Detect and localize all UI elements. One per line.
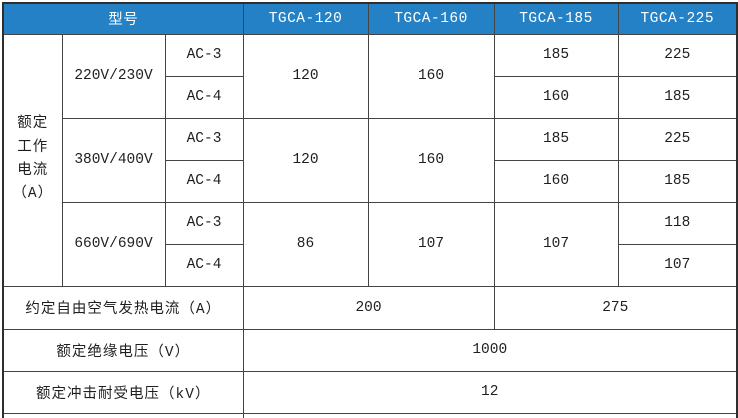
value-cell: 107: [617, 243, 738, 287]
table-row: 660V/690V AC-3 86 107 107 118: [3, 201, 738, 287]
table-row: AC-4 160 185: [3, 159, 738, 203]
table-row: 额定冲击耐受电压（kV） 12: [2, 370, 738, 414]
voltage-cell-660: 660V/690V: [61, 201, 166, 287]
thermal-current-label-cell: 约定自由空气发热电流（A）: [2, 285, 244, 330]
voltage-cell-380: 380V/400V: [61, 117, 166, 203]
column-header-tgca-185: TGCA-185: [493, 2, 619, 35]
column-header-tgca-225: TGCA-225: [617, 2, 738, 35]
utilization-category-cell: AC-4: [164, 159, 244, 203]
value-cell: 118: [617, 201, 738, 245]
value-cell: 120: [242, 33, 369, 119]
rated-current-label-line: 额定: [17, 116, 49, 133]
rated-current-label-line: 工作: [17, 139, 49, 156]
table-row: 额定 工作 电流 （A） 220V/230V AC-3 120 160 185 …: [2, 33, 738, 287]
table-row: 额定绝缘电压（V） 1000: [2, 328, 738, 372]
rated-current-label-line: 电流: [17, 163, 49, 179]
utilization-category-cell: AC-3: [164, 117, 244, 161]
rated-current-label-line: （A）: [12, 186, 54, 203]
utilization-category-cell: AC-4: [164, 75, 244, 119]
value-cell: 200: [242, 285, 495, 330]
value-cell: 86: [242, 201, 369, 287]
rated-current-label-cell: 额定 工作 电流 （A）: [2, 33, 63, 287]
column-header-tgca-120: TGCA-120: [242, 2, 369, 35]
table-header-row: 型号 TGCA-120 TGCA-160 TGCA-185 TGCA-225: [2, 2, 738, 35]
value-cell: 185: [493, 117, 619, 161]
value-cell: 160: [493, 159, 619, 203]
table-row-partial: [2, 412, 738, 418]
value-cell: 1000: [242, 328, 738, 372]
table-row: 380V/400V AC-3 120 160 185 225: [3, 117, 738, 203]
value-cell: 107: [493, 201, 619, 287]
value-cell: 120: [242, 117, 369, 203]
voltage-cell-220: 220V/230V: [61, 33, 166, 119]
value-cell: 160: [367, 33, 495, 119]
table-row: 约定自由空气发热电流（A） 200 275: [2, 285, 738, 330]
table-row: AC-4 160 185: [3, 75, 738, 119]
value-cell: 225: [617, 33, 738, 77]
value-cell: 107: [367, 201, 495, 287]
impulse-voltage-label-cell: 额定冲击耐受电压（kV）: [2, 370, 244, 414]
value-cell: 160: [367, 117, 495, 203]
utilization-category-cell: AC-3: [164, 201, 244, 245]
value-cell: 275: [493, 285, 738, 330]
value-cell: 185: [617, 159, 738, 203]
partial-row-cell: [242, 412, 738, 418]
value-cell: 225: [617, 117, 738, 161]
value-cell: 160: [493, 75, 619, 119]
insulation-voltage-label-cell: 额定绝缘电压（V）: [2, 328, 244, 372]
value-cell: 185: [617, 75, 738, 119]
value-cell: 185: [493, 33, 619, 77]
column-header-tgca-160: TGCA-160: [367, 2, 495, 35]
model-header-cell: 型号: [2, 2, 244, 35]
table-row: AC-4 107: [3, 243, 738, 287]
value-cell: 12: [242, 370, 738, 414]
partial-row-cell: [2, 412, 244, 418]
utilization-category-cell: AC-3: [164, 33, 244, 77]
utilization-category-cell: AC-4: [164, 243, 244, 287]
